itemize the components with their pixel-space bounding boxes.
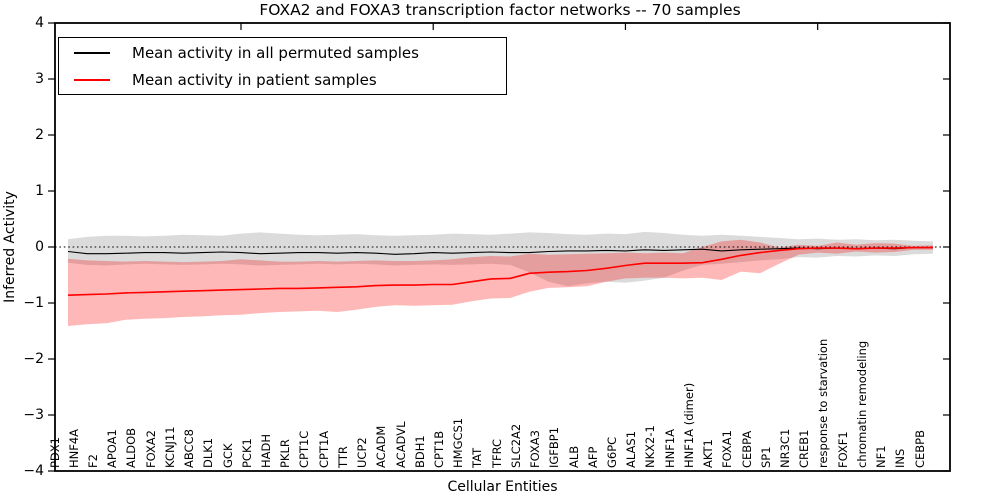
x-tick-label: FOXA2 [143,430,158,468]
x-tick-label: AKT1 [701,439,716,468]
legend: Mean activity in all permuted samples Me… [58,37,507,95]
x-tick-label: ABCC8 [182,429,197,468]
x-tick-label: G6PC [604,436,619,468]
legend-item-permuted: Mean activity in all permuted samples [74,42,506,64]
x-tick-label: CPT1C [297,430,312,468]
x-tick-label: CPT1B [431,430,446,468]
x-tick-label: NR3C1 [777,428,792,468]
x-tick-label: HMGCS1 [451,417,466,468]
x-tick-label: chromatin remodeling [854,340,869,468]
x-tick-label: TFRC [489,438,504,468]
x-tick-label: CREB1 [797,429,812,469]
x-tick-label: response to starvation [816,338,831,468]
x-tick-label: BDH1 [412,435,427,468]
x-axis-label: Cellular Entities [447,479,558,495]
permuted-line-sample [74,51,110,54]
x-tick-label: FOXF1 [835,431,850,468]
patient-mean-line [67,246,933,296]
x-tick-label: HNF1A [662,428,677,468]
y-tick-label: 3 [35,71,44,87]
x-tick-label: NF1 [874,445,889,468]
x-tick-label: INS [893,448,908,468]
x-tick-label: CPT1A [316,430,331,468]
x-tick-label: GCK [220,443,235,468]
legend-item-patient: Mean activity in patient samples [74,69,506,91]
x-tick-label: SP1 [758,446,773,468]
x-tick-label: HADH [258,433,273,468]
x-tick-label: TAT [470,447,485,468]
y-tick-label: −4 [23,463,44,479]
x-tick-label: HNF1A (dimer) [681,382,696,468]
x-tick-label: PKLR [278,439,293,468]
patient-confidence-band [68,239,933,326]
x-tick-label: CEBPA [739,430,754,468]
y-tick-label: 0 [35,239,44,255]
y-tick-label: −1 [23,295,44,311]
permuted-confidence-band [68,231,933,287]
y-tick-label: −2 [23,351,44,367]
y-tick-label: −3 [23,407,44,423]
y-tick-label: 2 [35,127,44,143]
x-tick-label: SLC2A2 [508,423,523,468]
x-tick-label: NKX2-1 [643,425,658,468]
x-tick-label: ACADM [374,425,389,468]
x-tick-label: ALB [566,445,581,468]
permuted-mean-line [67,247,933,255]
x-tick-label: KCNJ11 [162,426,177,468]
x-tick-label: IGFBP1 [547,426,562,468]
legend-label-permuted: Mean activity in all permuted samples [132,43,419,62]
chart-title: FOXA2 and FOXA3 transcription factor net… [259,1,741,19]
x-tick-label: F2 [85,454,100,468]
x-tick-label: FOXA3 [528,430,543,468]
x-tick-label: TTR [335,446,350,468]
x-tick-label: APOA1 [105,429,120,468]
x-tick-label: UCP2 [355,437,370,468]
y-tick-label: 4 [35,15,44,31]
x-tick-label: PCK1 [239,438,254,468]
x-tick-label: DLK1 [201,437,216,468]
patient-line-sample [74,78,110,81]
x-tick-label: AFP [585,446,600,468]
x-tick-label: ALAS1 [624,430,639,468]
x-tick-label: ALDOB [124,427,139,468]
x-tick-label: CEBPB [912,429,927,468]
x-tick-label: FOXA1 [720,430,735,468]
x-tick-label: PDX1 [47,437,62,468]
y-tick-label: 1 [35,183,44,199]
x-tick-label: HNF4A [66,428,81,468]
legend-label-patient: Mean activity in patient samples [132,70,377,89]
x-tick-label: ACADVL [393,421,408,469]
